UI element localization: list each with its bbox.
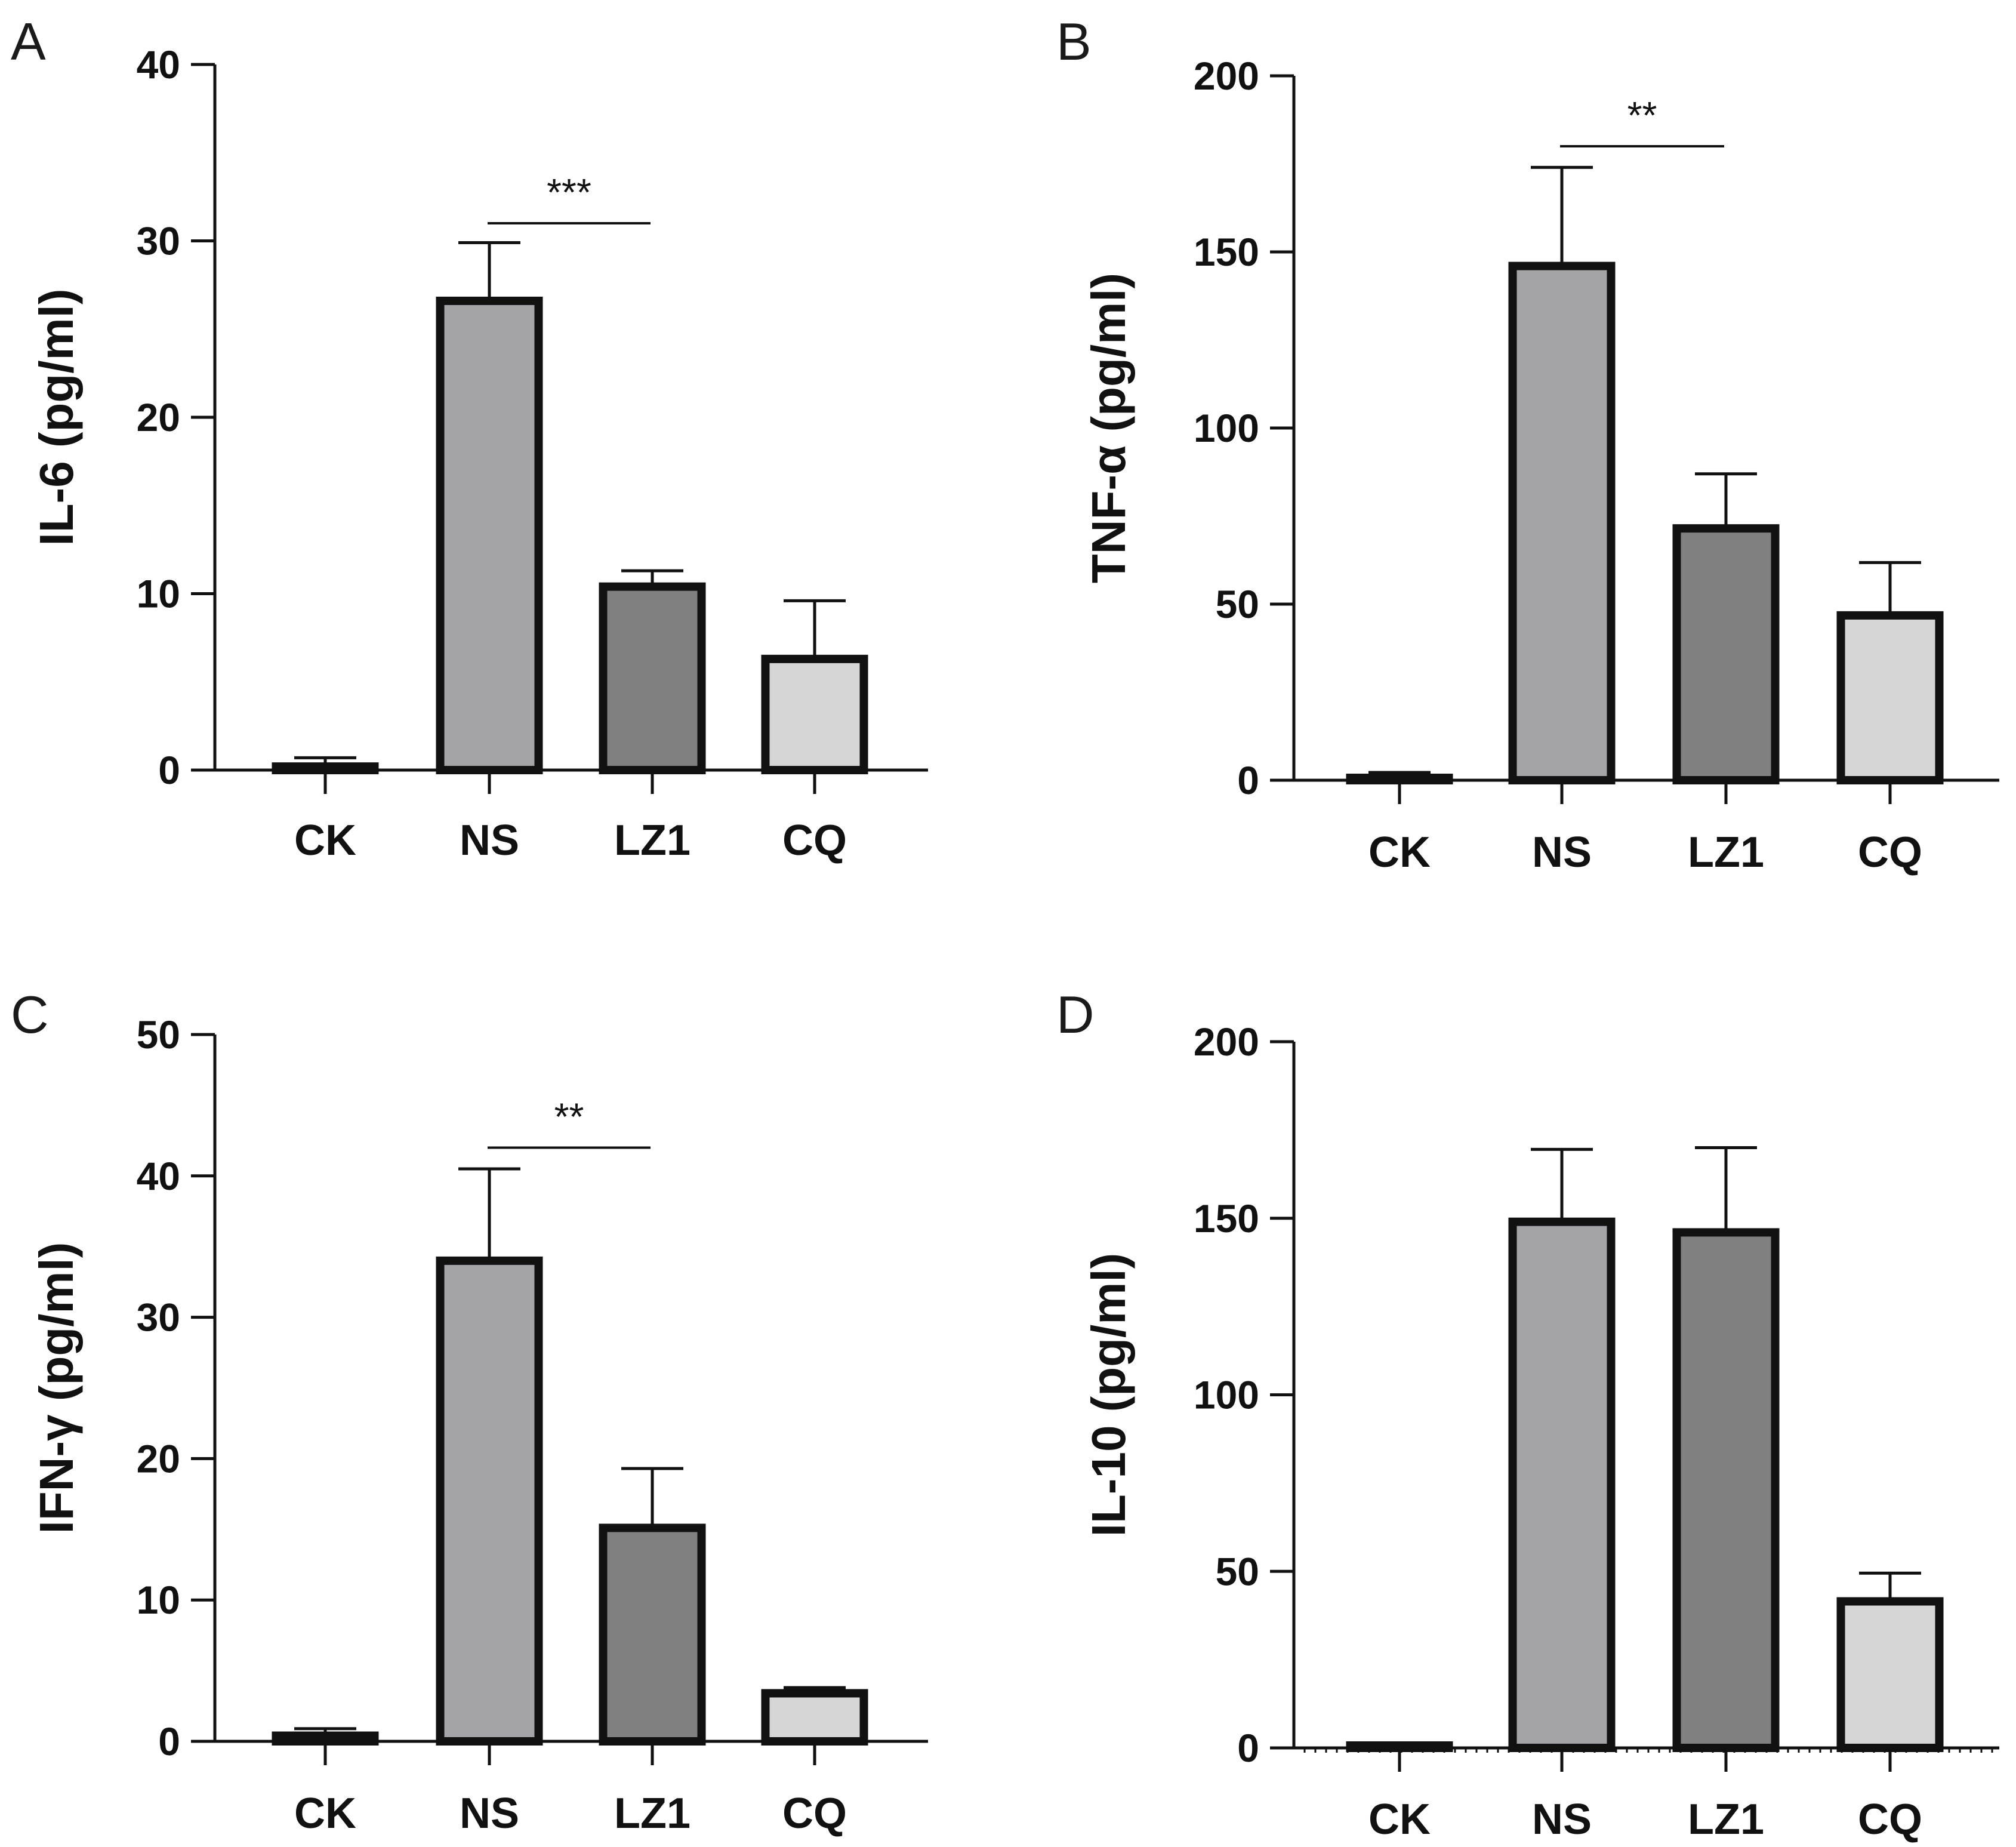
chart-panel-a: A IL-6 (pg/ml) CK NS LZ1 CQ 0 10 20 30 40 ***	[11, 12, 928, 864]
y-tick-label: 150	[1194, 1196, 1259, 1240]
x-tick-label: CK	[1368, 829, 1431, 876]
x-tick-label: NS	[460, 1790, 519, 1837]
x-tick-label: CQ	[1858, 829, 1922, 876]
y-axis-title: IL-6 (pg/ml)	[30, 288, 83, 546]
bar-cq	[761, 1689, 868, 1746]
y-axis-title: TNF-α (pg/ml)	[1082, 273, 1135, 583]
y-tick-label: 200	[1194, 54, 1259, 98]
y-axis-title: IL-10 (pg/ml)	[1082, 1253, 1135, 1537]
bar-cq	[1836, 611, 1944, 784]
bar-lz1	[599, 582, 706, 774]
y-tick-label: 0	[1237, 758, 1259, 802]
bar-ns	[436, 296, 543, 775]
significance-label: **	[1627, 94, 1657, 137]
bar-lz1	[1672, 1228, 1780, 1752]
y-tick-label: 0	[158, 748, 180, 792]
y-tick-label: 10	[137, 1578, 180, 1622]
y-tick-label: 50	[137, 1012, 180, 1057]
significance-label: **	[554, 1095, 584, 1138]
panel-letter: B	[1056, 12, 1092, 71]
significance-label: ***	[547, 171, 591, 214]
x-tick-label: CQ	[782, 1790, 847, 1837]
y-tick-label: 40	[137, 1154, 180, 1198]
y-tick-label: 40	[137, 42, 180, 87]
y-axis-title: IFN-γ (pg/ml)	[30, 1242, 83, 1534]
x-tick-label: CQ	[782, 817, 847, 864]
bar-lz1	[599, 1523, 706, 1746]
y-tick-label: 30	[137, 219, 180, 263]
x-tick-label: LZ1	[1688, 1796, 1764, 1843]
y-tick-label: 50	[1216, 582, 1259, 626]
y-tick-label: 150	[1194, 230, 1259, 274]
panel-letter: C	[11, 985, 49, 1044]
x-tick-label: LZ1	[1688, 829, 1764, 876]
bar-cq	[761, 654, 868, 774]
y-tick-label: 100	[1194, 406, 1259, 450]
x-tick-label: NS	[1532, 829, 1592, 876]
y-tick-label: 0	[158, 1719, 180, 1763]
chart-panel-b: B TNF-α (pg/ml) CK NS LZ1 CQ 0 50 100 150 200 **	[1056, 12, 1999, 876]
panel-letter: A	[11, 12, 46, 71]
bar-cq	[1836, 1597, 1944, 1753]
y-tick-label: 20	[137, 395, 180, 439]
x-tick-label: NS	[460, 817, 519, 864]
x-tick-label: LZ1	[614, 817, 691, 864]
x-tick-label: CK	[1368, 1796, 1431, 1843]
bar-lz1	[1672, 524, 1780, 785]
x-tick-label: CK	[294, 1790, 356, 1837]
x-tick-label: CK	[294, 817, 356, 864]
y-tick-label: 100	[1194, 1373, 1259, 1417]
x-tick-label: NS	[1532, 1796, 1592, 1843]
x-tick-label: LZ1	[614, 1790, 691, 1837]
y-tick-label: 200	[1194, 1020, 1259, 1064]
panel-letter: D	[1056, 985, 1095, 1044]
chart-panel-c: C IFN-γ (pg/ml) CK NS LZ1 CQ 0 10 20 30 40 50 **	[11, 985, 928, 1837]
y-tick-label: 10	[137, 572, 180, 616]
y-tick-label: 50	[1216, 1549, 1259, 1593]
bar-ns	[1508, 261, 1616, 785]
y-tick-label: 20	[137, 1436, 180, 1480]
y-tick-label: 30	[137, 1295, 180, 1340]
y-tick-label: 0	[1237, 1726, 1259, 1770]
bar-ns	[1508, 1217, 1616, 1753]
x-tick-label: CQ	[1858, 1796, 1922, 1843]
chart-panel-d: D IL-10 (pg/ml) CK NS LZ1 CQ 0 50 100 150 200	[1056, 985, 1999, 1843]
bar-ns	[436, 1256, 543, 1746]
